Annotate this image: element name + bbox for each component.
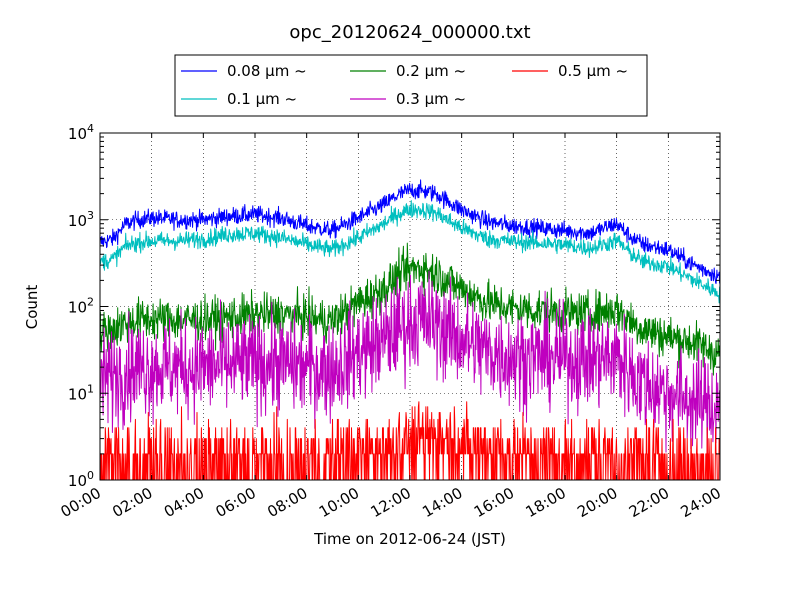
series-line-3 (99, 270, 721, 462)
chart-title: opc_20120624_000000.txt (289, 22, 530, 43)
legend-label: 0.3 μm ~ (396, 90, 466, 108)
y-tick-label: 100 (68, 469, 94, 490)
series-line-0 (99, 179, 721, 285)
y-tick-label: 103 (68, 209, 94, 230)
legend-label: 0.1 μm ~ (227, 90, 297, 108)
y-tick-label: 101 (68, 382, 94, 403)
x-axis-label: Time on 2012-06-24 (JST) (313, 530, 506, 548)
legend-label: 0.5 μm ~ (558, 62, 628, 80)
legend-label: 0.2 μm ~ (396, 62, 466, 80)
legend-box (174, 54, 648, 117)
legend-label: 0.08 μm ~ (227, 62, 307, 80)
y-tick-label: 102 (68, 296, 94, 317)
series-layer (99, 179, 721, 481)
y-axis-label: Count (23, 285, 41, 330)
legend: 0.08 μm ~ 0.1 μm ~ 0.2 μm ~ 0.3 μm ~ 0.5 μm … (174, 54, 648, 117)
series-line-2 (99, 242, 721, 376)
series-line-1 (99, 200, 721, 304)
y-tick-label: 104 (68, 122, 94, 143)
y-axis: 100 101 102 103 104 (68, 122, 720, 490)
